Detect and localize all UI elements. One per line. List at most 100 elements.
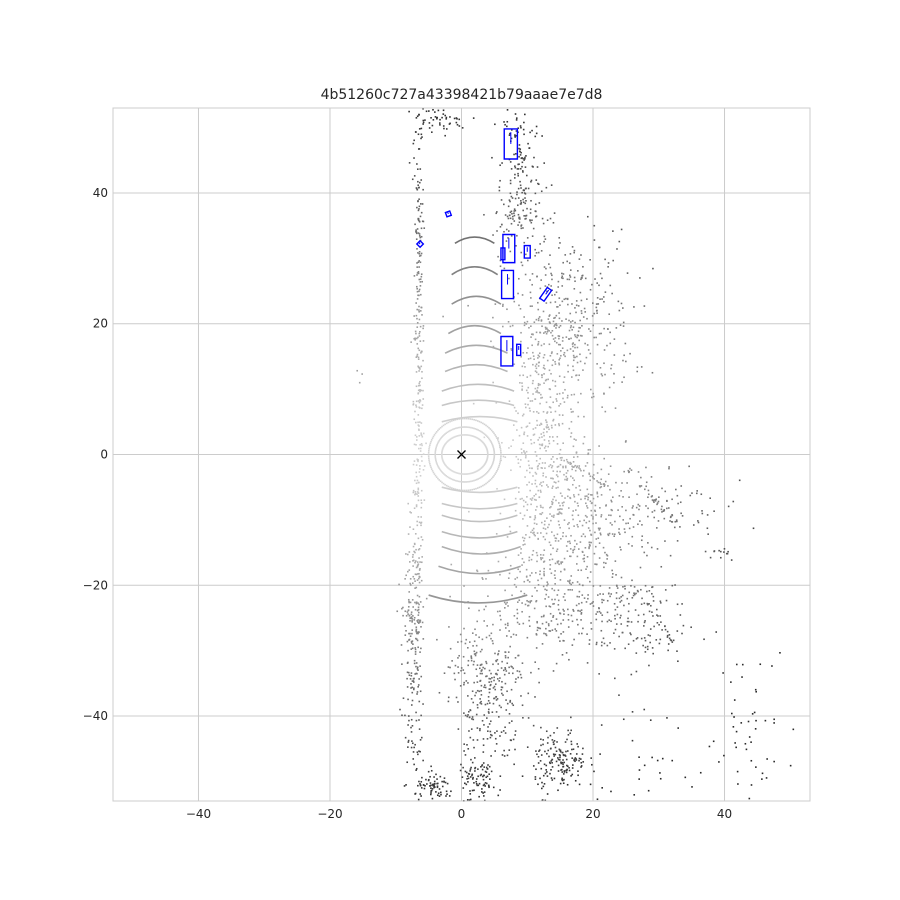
lidar-point (488, 712, 490, 714)
lidar-point (420, 365, 423, 368)
lidar-point (419, 576, 421, 578)
lidar-point (621, 506, 623, 508)
lidar-point (420, 137, 422, 140)
lidar-point (458, 434, 460, 437)
lidar-point (493, 455, 496, 457)
lidar-point (544, 462, 546, 464)
lidar-point (558, 312, 560, 314)
lidar-point (478, 477, 481, 480)
lidar-point (421, 621, 424, 624)
lidar-point (490, 441, 492, 443)
lidar-point (679, 526, 681, 528)
lidar-point (645, 505, 647, 507)
lidar-point (549, 612, 552, 615)
lidar-point (576, 346, 579, 349)
lidar-point (483, 423, 486, 426)
lidar-point (573, 249, 576, 252)
lidar-point (459, 434, 461, 437)
lidar-point (563, 376, 566, 378)
lidar-point (507, 577, 510, 579)
lidar-point (421, 460, 423, 462)
lidar-point (535, 318, 538, 321)
lidar-point (483, 464, 485, 466)
lidar-point (495, 471, 497, 474)
lidar-point (640, 476, 642, 479)
lidar-point (622, 496, 624, 498)
lidar-point (596, 282, 598, 284)
lidar-point (567, 729, 569, 732)
lidar-point (414, 560, 417, 562)
lidar-point (585, 502, 587, 505)
lidar-point (449, 116, 451, 118)
lidar-point (439, 775, 442, 778)
lidar-point (552, 743, 555, 746)
lidar-point (418, 595, 421, 598)
lidar-point (415, 475, 418, 478)
lidar-point (410, 511, 412, 514)
lidar-point (588, 473, 591, 475)
lidar-point (537, 579, 539, 582)
lidar-point (550, 352, 553, 355)
lidar-point (522, 716, 524, 719)
lidar-point (417, 602, 419, 604)
lidar-point (535, 572, 537, 574)
lidar-point (420, 579, 423, 582)
lidar-point (647, 489, 650, 492)
lidar-point (428, 459, 430, 461)
lidar-point (537, 365, 540, 367)
lidar-point (434, 452, 437, 454)
lidar-point (638, 769, 641, 771)
lidar-point (543, 373, 545, 375)
lidar-point (557, 280, 560, 283)
lidar-point (571, 581, 574, 584)
lidar-point (646, 590, 648, 593)
lidar-point (613, 533, 616, 536)
lidar-point (412, 575, 415, 578)
lidar-point (675, 488, 677, 491)
lidar-point (571, 773, 574, 776)
lidar-point (558, 297, 561, 299)
lidar-point (534, 427, 537, 429)
lidar-point (677, 502, 679, 505)
lidar-point (416, 609, 419, 612)
lidar-point (653, 499, 656, 501)
lidar-point (488, 708, 490, 711)
lidar-point (580, 611, 583, 614)
lidar-point (418, 678, 420, 680)
lidar-point (438, 467, 440, 470)
lidar-point (471, 690, 474, 693)
lidar-point (636, 589, 639, 592)
lidar-point (416, 115, 419, 118)
lidar-point (552, 616, 554, 619)
lidar-point (521, 662, 524, 664)
lidar-point (631, 711, 634, 713)
lidar-point (532, 428, 535, 430)
lidar-point (666, 636, 669, 638)
lidar-point (523, 321, 526, 324)
lidar-point (552, 485, 554, 488)
lidar-point (459, 480, 461, 483)
lidar-point (527, 386, 530, 389)
lidar-point (718, 761, 720, 763)
lidar-point (404, 736, 407, 739)
lidar-point (598, 246, 601, 249)
lidar-point (418, 557, 420, 559)
lidar-point (486, 702, 489, 705)
lidar-point (509, 179, 512, 182)
lidar-point (486, 738, 489, 740)
lidar-point (428, 446, 431, 448)
lidar-point (546, 331, 549, 333)
lidar-point (522, 544, 524, 546)
lidar-point (412, 565, 414, 567)
lidar-point (553, 317, 555, 319)
lidar-point (558, 414, 561, 416)
lidar-point (600, 514, 603, 516)
lidar-point (652, 600, 655, 602)
lidar-point (523, 215, 525, 217)
lidar-point (577, 770, 579, 772)
lidar-point (415, 601, 418, 604)
lidar-point (454, 471, 457, 474)
lidar-point (416, 274, 418, 276)
lidar-point (488, 681, 490, 683)
